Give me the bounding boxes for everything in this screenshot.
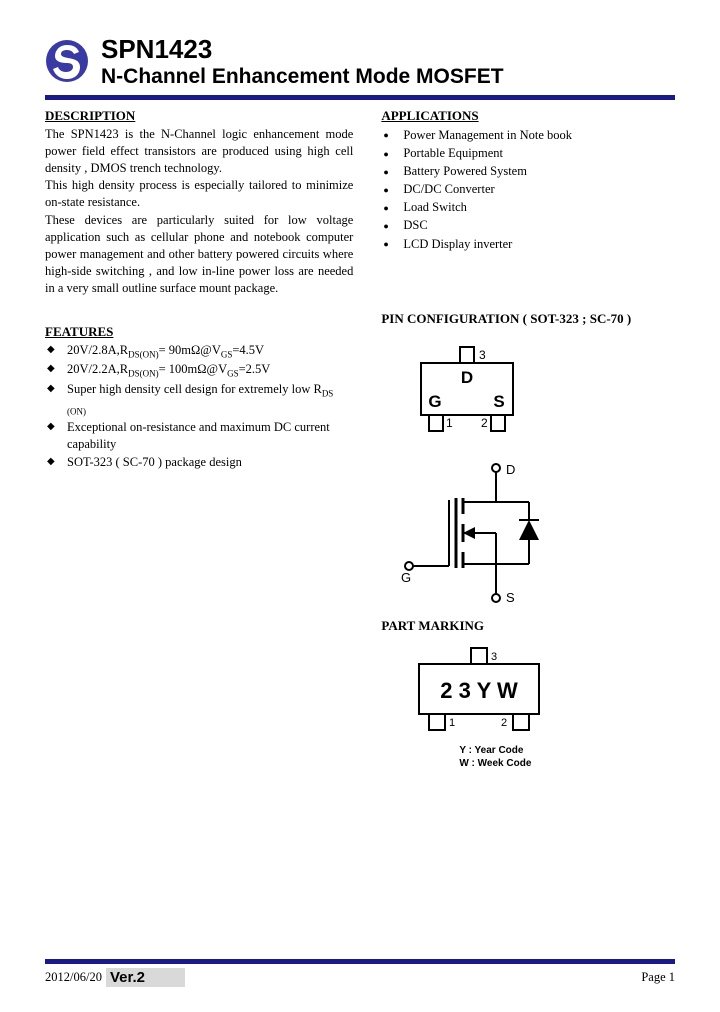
- subtitle: N-Channel Enhancement Mode MOSFET: [101, 64, 675, 89]
- title-block: SPN1423 N-Channel Enhancement Mode MOSFE…: [101, 35, 675, 89]
- svg-text:1: 1: [446, 416, 453, 430]
- feature-item: ◆SOT-323 ( SC-70 ) package design: [47, 454, 353, 471]
- app-item: Portable Equipment: [383, 144, 675, 162]
- app-item: DC/DC Converter: [383, 180, 675, 198]
- svg-text:3: 3: [479, 348, 486, 362]
- divider-bottom: [45, 959, 675, 964]
- brand-logo-icon: [45, 39, 89, 83]
- content-columns: DESCRIPTION The SPN1423 is the N-Channel…: [45, 108, 675, 770]
- svg-text:D: D: [461, 368, 473, 387]
- svg-text:S: S: [506, 590, 515, 605]
- app-item: LCD Display inverter: [383, 235, 675, 253]
- divider-top: [45, 95, 675, 100]
- part-marking-diagram: 3 1 2 2 3 Y W Y : Year Code W : Week Cod…: [381, 642, 675, 770]
- mosfet-symbol: D S G: [381, 458, 675, 608]
- svg-text:G: G: [401, 570, 411, 585]
- footer-page: Page 1: [641, 970, 675, 985]
- legend-year: Y : Year Code: [459, 744, 675, 757]
- svg-text:2: 2: [501, 717, 507, 729]
- description-text: The SPN1423 is the N-Channel logic enhan…: [45, 126, 353, 297]
- footer-date: 2012/06/20: [45, 970, 102, 985]
- svg-text:2: 2: [481, 416, 488, 430]
- legend-week: W : Week Code: [459, 757, 675, 770]
- feature-item: ◆Exceptional on-resistance and maximum D…: [47, 419, 353, 453]
- svg-text:D: D: [506, 462, 515, 477]
- features-list: ◆20V/2.8A,RDS(ON)= 90mΩ@VGS=4.5V ◆20V/2.…: [45, 342, 353, 471]
- app-item: Load Switch: [383, 198, 675, 216]
- footer: 2012/06/20 Ver.2 Page 1: [45, 953, 675, 987]
- description-title: DESCRIPTION: [45, 108, 353, 124]
- app-item: Power Management in Note book: [383, 126, 675, 144]
- svg-text:G: G: [429, 392, 442, 411]
- feature-item: ◆20V/2.2A,RDS(ON)= 100mΩ@VGS=2.5V: [47, 361, 353, 380]
- app-item: DSC: [383, 216, 675, 234]
- desc-para: The SPN1423 is the N-Channel logic enhan…: [45, 126, 353, 177]
- part-marking-title: PART MARKING: [381, 618, 675, 634]
- desc-para: These devices are particularly suited fo…: [45, 212, 353, 296]
- app-item: Battery Powered System: [383, 162, 675, 180]
- feature-item: ◆Super high density cell design for extr…: [47, 381, 353, 418]
- footer-version: Ver.2: [106, 968, 185, 987]
- svg-text:S: S: [494, 392, 505, 411]
- applications-title: APPLICATIONS: [381, 108, 675, 124]
- package-diagram: 3 1 2 D G S: [381, 335, 675, 440]
- feature-item: ◆20V/2.8A,RDS(ON)= 90mΩ@VGS=4.5V: [47, 342, 353, 361]
- svg-text:2 3 Y W: 2 3 Y W: [441, 678, 519, 703]
- part-number: SPN1423: [101, 35, 675, 64]
- marking-legend: Y : Year Code W : Week Code: [459, 744, 675, 770]
- svg-text:1: 1: [449, 717, 455, 729]
- applications-list: Power Management in Note book Portable E…: [381, 126, 675, 253]
- header: SPN1423 N-Channel Enhancement Mode MOSFE…: [45, 35, 675, 89]
- right-column: APPLICATIONS Power Management in Note bo…: [381, 108, 675, 770]
- desc-para: This high density process is especially …: [45, 177, 353, 211]
- features-title: FEATURES: [45, 324, 353, 340]
- left-column: DESCRIPTION The SPN1423 is the N-Channel…: [45, 108, 353, 770]
- svg-text:3: 3: [491, 651, 497, 663]
- pin-config-title: PIN CONFIGURATION ( SOT-323 ; SC-70 ): [381, 311, 675, 327]
